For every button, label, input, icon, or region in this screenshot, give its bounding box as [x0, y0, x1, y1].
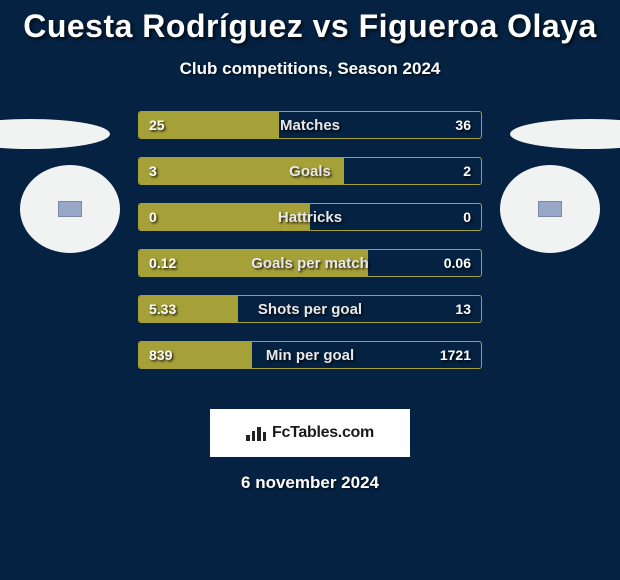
player-left-avatar: [20, 165, 120, 253]
stat-bar: 5.33Shots per goal13: [138, 295, 482, 323]
source-logo: FcTables.com: [210, 409, 410, 457]
player-left-base: [0, 119, 110, 149]
chart-icon-bar: [246, 435, 250, 441]
stat-bar: 3Goals2: [138, 157, 482, 185]
logo-text: FcTables.com: [272, 424, 374, 442]
comparison-chart: 25Matches36 3Goals2 0Hattricks0 0.12Goals p…: [0, 111, 620, 391]
stat-value-right: 1721: [440, 342, 471, 368]
stat-bar-fill: [139, 158, 344, 184]
player-right-name: Figueroa Olaya: [359, 8, 597, 44]
stat-bar: 0Hattricks0: [138, 203, 482, 231]
stat-bar-fill: [139, 250, 368, 276]
player-right-base: [510, 119, 620, 149]
stat-value-right: 13: [455, 296, 471, 322]
stat-bar: 0.12Goals per match0.06: [138, 249, 482, 277]
stat-value-right: 0.06: [444, 250, 471, 276]
chart-icon: [246, 425, 266, 441]
player-right-avatar: [500, 165, 600, 253]
chart-icon-bar: [257, 427, 261, 441]
page-title: Cuesta Rodríguez vs Figueroa Olaya: [0, 0, 620, 45]
title-vs: vs: [313, 8, 350, 44]
stat-value-right: 0: [463, 204, 471, 230]
stat-value-right: 2: [463, 158, 471, 184]
stat-bar: 839Min per goal1721: [138, 341, 482, 369]
stat-bar-fill: [139, 342, 252, 368]
player-left-name: Cuesta Rodríguez: [23, 8, 303, 44]
chart-icon-bar: [252, 431, 256, 441]
stat-bar: 25Matches36: [138, 111, 482, 139]
stat-bar-fill: [139, 204, 310, 230]
date-label: 6 november 2024: [0, 473, 620, 493]
stat-value-right: 36: [455, 112, 471, 138]
flag-icon: [58, 201, 82, 217]
stat-bars: 25Matches36 3Goals2 0Hattricks0 0.12Goals p…: [138, 111, 482, 369]
flag-icon: [538, 201, 562, 217]
stat-bar-fill: [139, 296, 238, 322]
subtitle: Club competitions, Season 2024: [0, 59, 620, 79]
stat-bar-fill: [139, 112, 279, 138]
chart-icon-bar: [263, 432, 267, 441]
